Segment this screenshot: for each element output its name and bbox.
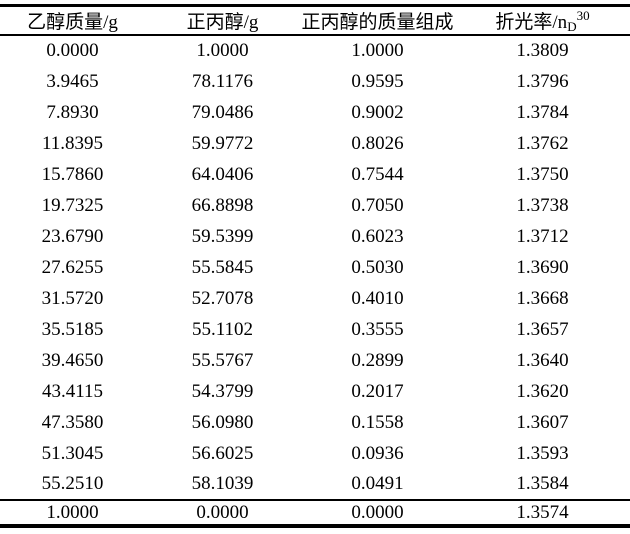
refractive-index-subscript: D [567,19,577,34]
table-cell: 55.1102 [191,318,254,340]
table-row: 27.6255 55.5845 0.5030 1.3690 [0,252,630,283]
table-cell: 55.2510 [41,473,104,494]
table-cell: 78.1176 [191,70,254,92]
table-cell: 35.5185 [41,318,104,340]
table-row: 3.9465 78.1176 0.9595 1.3796 [0,66,630,97]
table-row: 15.7860 64.0406 0.7544 1.3750 [0,159,630,190]
table-footer: 1.0000 0.0000 0.0000 1.3574 [0,500,630,526]
footer-row: 1.0000 0.0000 0.0000 1.3574 [0,500,630,526]
table-cell: 59.9772 [191,132,254,154]
table-cell: 27.6255 [41,256,104,278]
data-table: 乙醇质量/g 正丙醇/g 正丙醇的质量组成 折光率/nD30 0.0000 1.0… [0,4,630,528]
table-cell: 1.3750 [516,163,569,185]
table-cell: 0.0000 [351,501,404,523]
table-cell: 58.1039 [191,473,254,494]
table-cell: 31.5720 [41,287,104,309]
table-cell: 1.3574 [516,501,569,523]
table-cell: 1.3593 [516,442,569,464]
table-row: 31.5720 52.7078 0.4010 1.3668 [0,283,630,314]
column-header-propanol-mass: 正丙醇/g [186,12,259,33]
table-cell: 0.3555 [351,318,404,340]
table-cell: 43.4115 [41,380,104,402]
table-cell: 59.5399 [191,225,254,247]
table-cell: 0.6023 [351,225,404,247]
table-cell: 55.5767 [191,349,254,371]
table-cell: 55.5845 [191,256,254,278]
table-cell: 0.9002 [351,101,404,123]
table-cell: 1.3690 [516,256,569,278]
table-cell: 0.9595 [351,70,404,92]
table-cell: 1.3620 [516,380,569,402]
refractive-index-superscript: 30 [576,8,590,23]
table-cell: 1.3657 [516,318,569,340]
table-cell: 3.9465 [46,70,99,92]
table-row: 23.6790 59.5399 0.6023 1.3712 [0,221,630,252]
table-header: 乙醇质量/g 正丙醇/g 正丙醇的质量组成 折光率/nD30 [0,6,630,36]
table-cell: 56.6025 [191,442,254,464]
table-row: 19.7325 66.8898 0.7050 1.3738 [0,190,630,221]
table-cell: 66.8898 [191,194,254,216]
table-row: 7.8930 79.0486 0.9002 1.3784 [0,97,630,128]
table-cell: 11.8395 [41,132,104,154]
table-cell: 1.0000 [351,40,404,61]
table-cell: 1.0000 [196,40,249,61]
table-cell: 0.0000 [46,40,99,61]
column-header-refractive-index: 折光率/nD30 [455,6,630,36]
table-cell: 54.3799 [191,380,254,402]
table-cell: 56.0980 [191,411,254,433]
header-row: 乙醇质量/g 正丙醇/g 正丙醇的质量组成 折光率/nD30 [0,6,630,36]
table-row: 0.0000 1.0000 1.0000 1.3809 [0,35,630,66]
table-cell: 0.8026 [351,132,404,154]
table-cell: 0.2899 [351,349,404,371]
table-cell: 51.3045 [41,442,104,464]
table-cell: 1.3762 [516,132,569,154]
table-cell: 0.5030 [351,256,404,278]
table-row: 51.3045 56.6025 0.0936 1.3593 [0,438,630,469]
table-cell: 47.3580 [41,411,104,433]
table-cell: 1.3607 [516,411,569,433]
table-cell: 0.7050 [351,194,404,216]
table-row: 43.4115 54.3799 0.2017 1.3620 [0,376,630,407]
table-cell: 0.2017 [351,380,404,402]
table-row: 35.5185 55.1102 0.3555 1.3657 [0,314,630,345]
table-body: 0.0000 1.0000 1.0000 1.3809 3.9465 78.1176 0.9… [0,35,630,500]
table-cell: 64.0406 [191,163,254,185]
table-cell: 1.3640 [516,349,569,371]
column-header-ethanol-mass: 乙醇质量/g [27,12,118,33]
table-cell: 1.3784 [516,101,569,123]
table-row: 55.2510 58.1039 0.0491 1.3584 [0,469,630,500]
table-cell: 1.3738 [516,194,569,216]
table-cell: 7.8930 [46,101,99,123]
table-cell: 15.7860 [41,163,104,185]
table-cell: 0.0000 [196,501,249,523]
table-row: 47.3580 56.0980 0.1558 1.3607 [0,407,630,438]
table-cell: 52.7078 [191,287,254,309]
refractive-index-label: 折光率/n [495,12,568,33]
table-cell: 0.0936 [351,442,404,464]
table-cell: 1.0000 [46,501,99,523]
table-cell: 1.3584 [516,473,569,494]
table-cell: 19.7325 [41,194,104,216]
table-cell: 23.6790 [41,225,104,247]
table-cell: 1.3809 [516,40,569,61]
table-cell: 0.1558 [351,411,404,433]
table-cell: 0.0491 [351,473,404,494]
table-cell: 39.4650 [41,349,104,371]
table-row: 11.8395 59.9772 0.8026 1.3762 [0,128,630,159]
table-cell: 0.7544 [351,163,404,185]
column-header-propanol-mass-fraction: 正丙醇的质量组成 [301,12,454,33]
table-cell: 1.3796 [516,70,569,92]
table-cell: 1.3712 [516,225,569,247]
table-cell: 79.0486 [191,101,254,123]
table-row: 39.4650 55.5767 0.2899 1.3640 [0,345,630,376]
table-cell: 1.3668 [516,287,569,309]
table-cell: 0.4010 [351,287,404,309]
